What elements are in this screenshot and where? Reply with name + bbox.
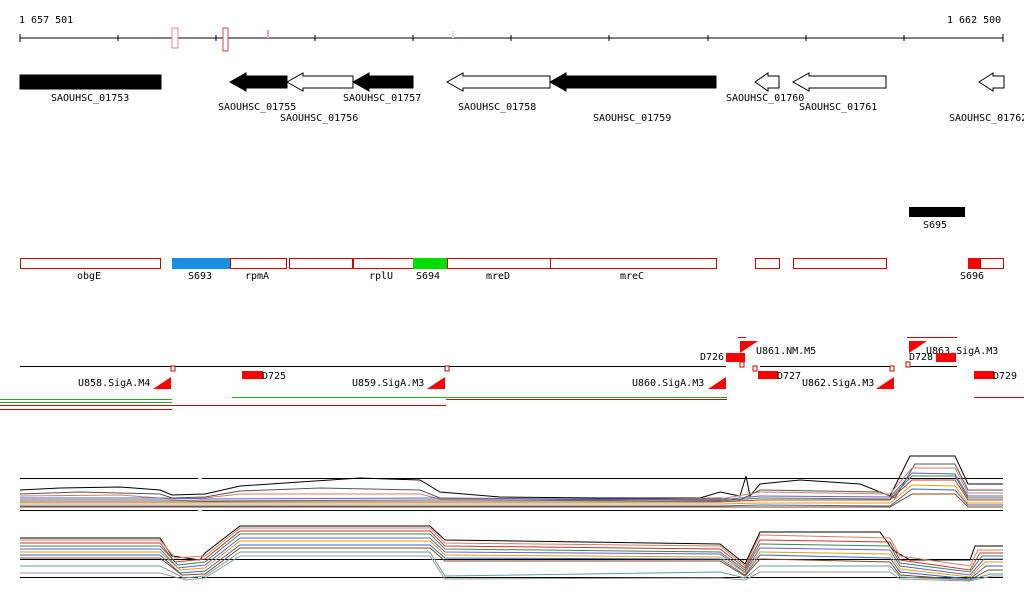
ruler-feature-marker: [171, 27, 179, 49]
annotation-s696[interactable]: S696: [960, 258, 1004, 282]
annotation-rpma[interactable]: rpmA: [230, 258, 287, 283]
annotation-label: mreD: [486, 271, 510, 282]
promoter-u859[interactable]: U859.SigA.M3: [352, 377, 445, 389]
gene-saouhsc-01757[interactable]: SAOUHSC_01757: [343, 72, 421, 104]
ruler-small-features: [171, 27, 454, 52]
annotation-mrec[interactable]: mreC: [550, 258, 717, 283]
annotation-label: S693: [188, 271, 212, 282]
promoter-label: U862.SigA.M3: [802, 378, 874, 389]
annotation-label: S696: [960, 271, 984, 282]
expression-panel-bottom: [20, 520, 1003, 590]
promoter-u858[interactable]: U858.SigA.M4: [78, 377, 171, 389]
promoter-label: U860.SigA.M3: [632, 378, 704, 389]
annotation-label: mreC: [620, 271, 644, 282]
annotation-s693[interactable]: S693: [172, 258, 230, 282]
expression-lines-top: [19, 455, 1003, 508]
feature-s695[interactable]: S695: [909, 207, 965, 231]
gene-label: SAOUHSC_01753: [51, 93, 129, 104]
promoter-label: U863.SigA.M3: [926, 346, 998, 357]
expression-panel-top: [19, 455, 1003, 512]
ruler-end-label: 1 662 500: [947, 15, 1001, 26]
promoter-u861[interactable]: U861.NM.M5: [740, 341, 816, 357]
gene-label: SAOUHSC_01757: [343, 93, 421, 104]
annotation-rplu[interactable]: rplU: [353, 258, 414, 283]
gene-saouhsc-01761[interactable]: SAOUHSC_01761: [791, 72, 887, 113]
promoter-label: U859.SigA.M3: [352, 378, 424, 389]
promoter-label: U861.NM.M5: [756, 346, 816, 357]
coordinate-ruler: 1 657 501 1 662 500: [19, 15, 1004, 52]
annotation-s694[interactable]: S694: [413, 258, 447, 282]
ruler-feature-marker: [452, 31, 454, 38]
terminator-label: D727: [777, 371, 801, 382]
annotation-label: rplU: [369, 271, 393, 282]
gene-label: SAOUHSC_01759: [593, 113, 671, 124]
ruler-start-label: 1 657 501: [19, 15, 73, 26]
annotation-label: obgE: [77, 271, 101, 282]
terminator-label: D729: [993, 371, 1017, 382]
terminator-label: D728: [909, 352, 933, 363]
ruler-ticks: [19, 34, 1004, 42]
terminator-d729[interactable]: D729: [974, 371, 1017, 382]
ruler-feature-marker: [267, 30, 269, 38]
annotation-unlabeled[interactable]: [755, 258, 780, 269]
gene-label: SAOUHSC_01760: [726, 93, 804, 104]
promoter-u862[interactable]: U862.SigA.M3: [802, 377, 894, 389]
annotation-track: obgE S693 rpmA rplU S694 mreD mreC: [20, 258, 1004, 283]
regulatory-track: U858.SigA.M4 U859.SigA.M3 U860.SigA.M3 U…: [20, 337, 1017, 389]
feature-s695-label: S695: [923, 220, 947, 231]
gene-saouhsc-01760[interactable]: SAOUHSC_01760: [726, 72, 804, 104]
gene-label: SAOUHSC_01762: [949, 113, 1024, 124]
gene-saouhsc-01758[interactable]: SAOUHSC_01758: [445, 72, 551, 113]
transcript-lines: [0, 397, 1024, 410]
promoter-u860[interactable]: U860.SigA.M3: [632, 377, 726, 389]
annotation-obge[interactable]: obgE: [20, 258, 161, 283]
gene-label: SAOUHSC_01758: [458, 102, 536, 113]
terminator-d725[interactable]: D725: [242, 371, 286, 382]
gene-saouhsc-01755[interactable]: SAOUHSC_01755: [218, 72, 296, 113]
annotation-label: rpmA: [245, 271, 269, 282]
terminator-d726[interactable]: D726: [700, 352, 745, 363]
terminator-label: D726: [700, 352, 724, 363]
annotation-unlabeled[interactable]: [289, 258, 353, 269]
gene-label: SAOUHSC_01756: [280, 113, 358, 124]
regulatory-markers: [170, 337, 957, 372]
gene-saouhsc-01762[interactable]: SAOUHSC_01762: [949, 72, 1024, 124]
gene-label: SAOUHSC_01761: [799, 102, 877, 113]
gene-saouhsc-01759[interactable]: SAOUHSC_01759: [548, 72, 717, 124]
expression-lines-bottom: [20, 525, 1003, 582]
ruler-feature-marker: [222, 27, 229, 52]
promoter-label: U858.SigA.M4: [78, 378, 150, 389]
promoter-u863[interactable]: U863.SigA.M3: [909, 341, 998, 357]
terminator-d728[interactable]: D728: [909, 352, 956, 363]
annotation-label: S694: [416, 271, 440, 282]
terminator-d727[interactable]: D727: [758, 371, 801, 382]
terminator-label: D725: [262, 371, 286, 382]
gene-label: SAOUHSC_01755: [218, 102, 296, 113]
annotation-mred[interactable]: mreD: [447, 258, 551, 283]
annotation-unlabeled[interactable]: [793, 258, 887, 269]
gene-track: SAOUHSC_01753 SAOUHSC_01755 SAOUHSC_0175…: [19, 72, 1024, 124]
gene-saouhsc-01753[interactable]: SAOUHSC_01753: [19, 74, 162, 104]
